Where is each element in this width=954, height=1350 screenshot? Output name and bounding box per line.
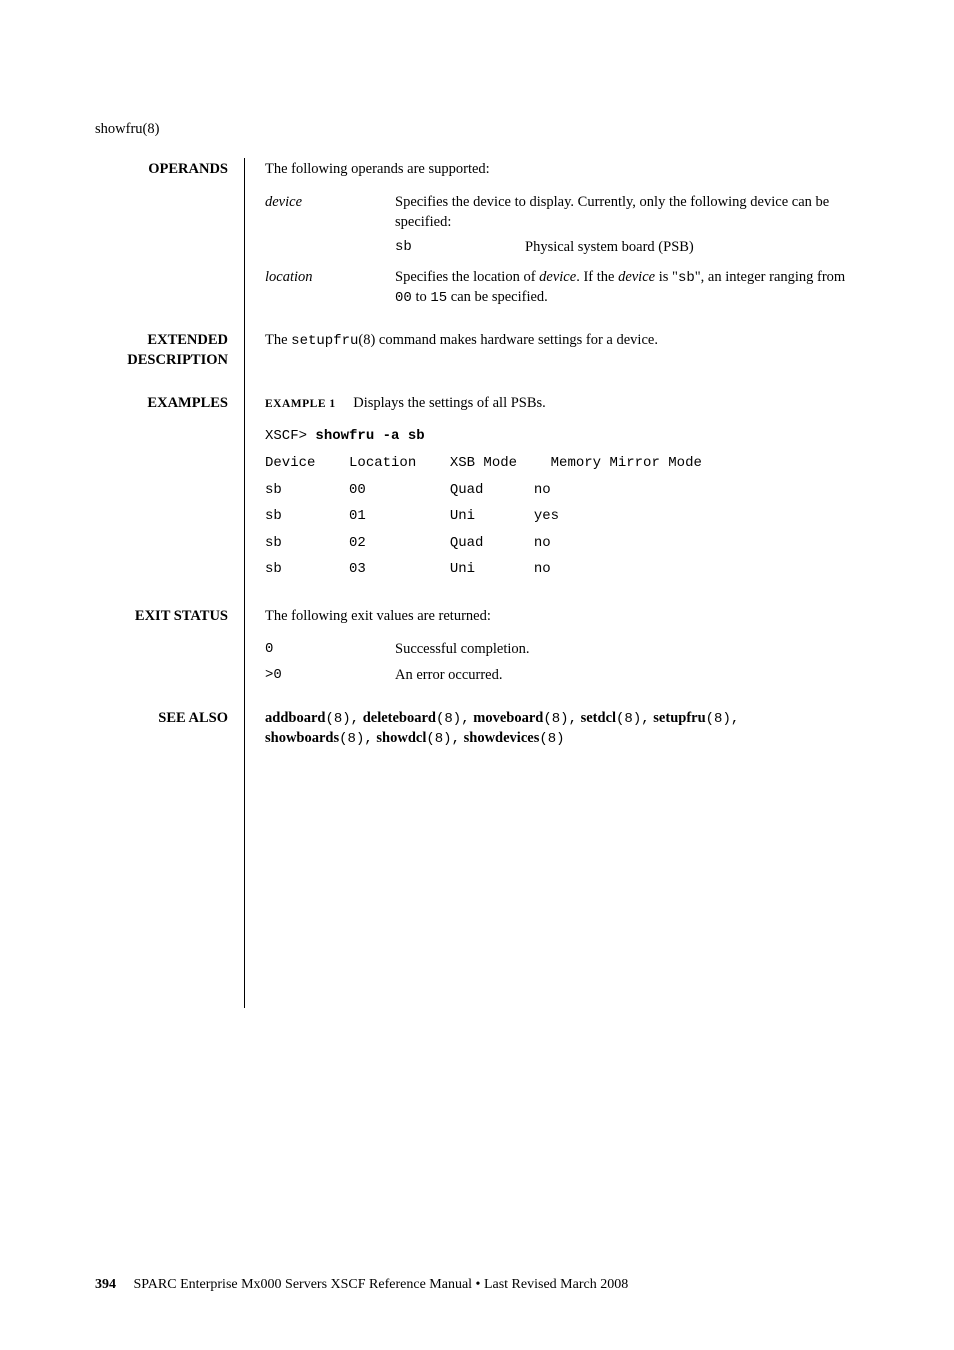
operand-device-row: device Specifies the device to display. … <box>265 193 859 232</box>
operand-location-row: location Specifies the location of devic… <box>265 268 859 308</box>
content-grid: OPERANDS The following operands are supp… <box>95 158 859 1009</box>
loc-dev2: device <box>618 269 655 285</box>
example-1-title: Displays the settings of all PSBs. <box>353 395 546 411</box>
examples-label: EXAMPLES <box>95 392 245 583</box>
loc-00: 00 <box>395 290 412 306</box>
operand-sb-row: sb Physical system board (PSB) <box>265 238 859 258</box>
ex-prompt: XSCF> <box>265 428 315 444</box>
loc-pre: Specifies the location of <box>395 269 539 285</box>
exit-1-key: >0 <box>265 666 395 686</box>
loc-m6: to <box>412 289 431 305</box>
exit-0-key: 0 <box>265 640 395 660</box>
loc-m5: ", an integer ranging from <box>695 269 845 285</box>
loc-m4: is " <box>655 269 678 285</box>
ext-post: (8) command makes hardware settings for … <box>358 332 658 348</box>
operand-location-desc: Specifies the location of device. If the… <box>395 268 859 308</box>
extended-body: The setupfru(8) command makes hardware s… <box>245 329 859 370</box>
extended-label: EXTENDED DESCRIPTION <box>95 329 245 370</box>
gap <box>95 308 245 330</box>
exit-row-1: >0 An error occurred. <box>265 666 859 686</box>
page-header: showfru(8) <box>95 120 859 140</box>
exit-body: The following exit values are returned: … <box>245 605 859 686</box>
page-footer: 394 SPARC Enterprise Mx000 Servers XSCF … <box>95 1276 628 1295</box>
gap <box>245 370 859 392</box>
operand-sb-desc: Physical system board (PSB) <box>525 238 859 258</box>
ex-cmd: showfru -a sb <box>315 428 424 444</box>
seealso-list: addboard(8), deleteboard(8), moveboard(8… <box>265 710 739 746</box>
example-output: XSCF> showfru -a sb Device Location XSB … <box>265 423 859 583</box>
page-number: 394 <box>95 1277 116 1292</box>
loc-15: 15 <box>430 290 447 306</box>
gap <box>95 370 245 392</box>
example-1-tag: EXAMPLE 1 <box>265 398 336 410</box>
exit-1-desc: An error occurred. <box>395 666 859 686</box>
loc-sb: sb <box>678 270 695 286</box>
example-1-line: EXAMPLE 1 Displays the settings of all P… <box>265 394 859 414</box>
operand-sb-code: sb <box>395 238 525 258</box>
exit-row-0: 0 Successful completion. <box>265 640 859 660</box>
extended-label-2: DESCRIPTION <box>95 351 228 371</box>
operands-label: OPERANDS <box>95 158 245 308</box>
ext-pre: The <box>265 332 291 348</box>
ext-cmd: setupfru <box>291 333 358 349</box>
operands-intro: The following operands are supported: <box>265 160 859 180</box>
loc-dev1: device <box>539 269 576 285</box>
gap <box>245 583 859 605</box>
ex-table: Device Location XSB Mode Memory Mirror M… <box>265 455 702 577</box>
operand-device-desc: Specifies the device to display. Current… <box>395 193 859 232</box>
seealso-label: SEE ALSO <box>95 707 245 1009</box>
operand-location-key: location <box>265 268 395 308</box>
loc-m2: . If the <box>576 269 618 285</box>
gap <box>95 583 245 605</box>
extended-label-1: EXTENDED <box>95 331 228 351</box>
exit-label: EXIT STATUS <box>95 605 245 686</box>
operands-body: The following operands are supported: de… <box>245 158 859 308</box>
gap <box>245 308 859 330</box>
seealso-body: addboard(8), deleteboard(8), moveboard(8… <box>245 707 859 1009</box>
footer-text: SPARC Enterprise Mx000 Servers XSCF Refe… <box>134 1277 629 1292</box>
gap <box>95 685 245 707</box>
operand-device-key: device <box>265 193 395 232</box>
exit-0-desc: Successful completion. <box>395 640 859 660</box>
gap <box>245 685 859 707</box>
exit-intro: The following exit values are returned: <box>265 607 859 627</box>
examples-body: EXAMPLE 1 Displays the settings of all P… <box>245 392 859 583</box>
loc-end: can be specified. <box>447 289 548 305</box>
